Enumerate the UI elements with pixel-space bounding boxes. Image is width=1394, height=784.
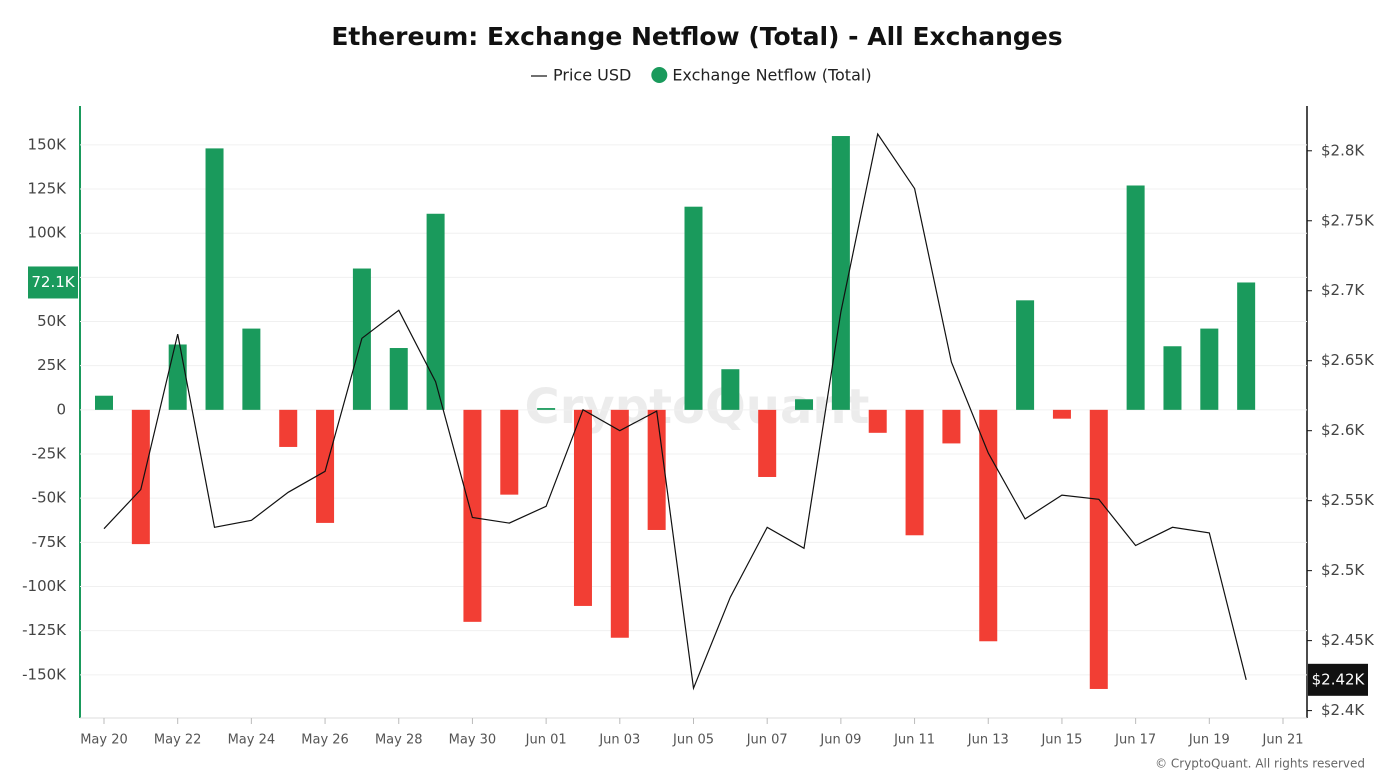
- value-label: 72.1K: [31, 273, 75, 291]
- x-tick-label: Jun 19: [1188, 733, 1230, 748]
- y2-tick-label: $2.5K: [1321, 561, 1365, 579]
- y2-tick-label: $2.75K: [1321, 211, 1375, 229]
- bar: [647, 409, 666, 530]
- x-tick-label: May 26: [301, 733, 349, 748]
- bar: [1052, 409, 1071, 419]
- x-tick-label: Jun 21: [1262, 733, 1304, 748]
- x-tick-label: Jun 09: [819, 733, 861, 748]
- x-tick-label: Jun 03: [598, 733, 640, 748]
- bar: [1089, 409, 1108, 689]
- value-label-box: [1308, 663, 1368, 696]
- bar: [95, 395, 113, 410]
- y2-tick-label: $2.55K: [1321, 491, 1375, 509]
- x-tick-label: Jun 01: [525, 733, 567, 748]
- bar: [1126, 185, 1145, 410]
- value-label-box: [28, 266, 78, 299]
- legend-label: Exchange Netflow (Total): [672, 66, 871, 85]
- y-tick-label: 0: [56, 400, 66, 418]
- y2-tick-label: $2.7K: [1321, 281, 1365, 299]
- x-tick-label: May 24: [228, 733, 276, 748]
- y-tick-label: -150K: [22, 665, 67, 683]
- y-tick-label: 150K: [28, 135, 68, 153]
- x-tick-label: May 30: [449, 733, 497, 748]
- bar: [131, 409, 150, 545]
- bar: [389, 348, 408, 410]
- y-tick-label: 50K: [37, 312, 67, 330]
- y-tick-label: 100K: [28, 224, 68, 242]
- y2-tick-label: $2.65K: [1321, 351, 1375, 369]
- bar: [316, 409, 335, 523]
- bar: [1163, 346, 1182, 410]
- bar: [942, 409, 961, 444]
- x-tick-label: May 22: [154, 733, 202, 748]
- bar: [242, 328, 261, 410]
- bar: [1016, 300, 1035, 410]
- x-tick-label: Jun 07: [746, 733, 788, 748]
- bar: [610, 409, 629, 638]
- x-tick-label: Jun 13: [967, 733, 1009, 748]
- value-label: $2.42K: [1312, 670, 1366, 688]
- bar: [500, 409, 519, 495]
- copyright: © CryptoQuant. All rights reserved: [1155, 757, 1365, 771]
- x-tick-label: May 28: [375, 733, 423, 748]
- y2-tick-label: $2.8K: [1321, 141, 1365, 159]
- bar: [795, 399, 814, 410]
- bar: [168, 344, 187, 410]
- bar: [868, 409, 887, 433]
- bar: [721, 369, 740, 410]
- y-tick-label: -75K: [32, 533, 67, 551]
- bar: [205, 148, 224, 410]
- y2-tick-label: $2.45K: [1321, 631, 1375, 649]
- chart-title: Ethereum: Exchange Netflow (Total) - All…: [331, 22, 1062, 51]
- x-tick-label: Jun 17: [1114, 733, 1156, 748]
- y-tick-label: 125K: [28, 180, 68, 198]
- bar: [758, 409, 777, 477]
- y2-tick-label: $2.6K: [1321, 421, 1365, 439]
- bar: [573, 409, 592, 606]
- y-tick-label: 25K: [37, 356, 67, 374]
- bar: [979, 409, 998, 642]
- y2-tick-label: $2.4K: [1321, 701, 1365, 719]
- bar: [684, 206, 703, 410]
- y-tick-label: -25K: [32, 445, 67, 463]
- legend-label: Price USD: [553, 66, 631, 85]
- legend-swatch: [651, 67, 668, 83]
- y-tick-label: -125K: [22, 621, 67, 639]
- bar: [1200, 328, 1219, 410]
- bar: [831, 136, 850, 410]
- x-tick-label: Jun 11: [893, 733, 935, 748]
- y-tick-label: -100K: [22, 577, 67, 595]
- bar: [537, 408, 556, 410]
- price-line: [103, 132, 1247, 691]
- bar: [279, 409, 298, 447]
- bar: [1237, 282, 1256, 410]
- bar: [426, 213, 445, 410]
- x-tick-label: Jun 15: [1040, 733, 1082, 748]
- y-tick-label: -50K: [32, 489, 67, 507]
- x-tick-label: May 20: [80, 733, 128, 748]
- x-tick-label: Jun 05: [672, 733, 714, 748]
- bar: [905, 409, 924, 536]
